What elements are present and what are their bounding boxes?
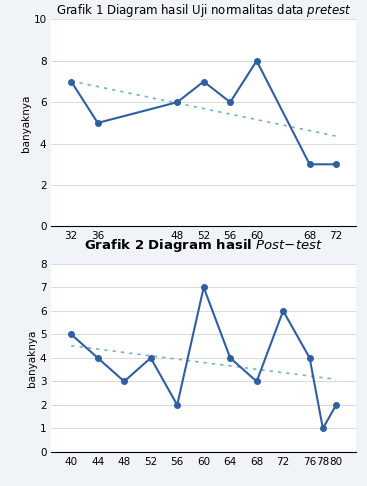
Y-axis label: banyaknya: banyaknya (27, 329, 37, 386)
Title: Grafik 1 Diagram hasil Uji normalitas data $\it{pretest}$: Grafik 1 Diagram hasil Uji normalitas da… (56, 2, 351, 19)
Text: Grafik 2 Diagram hasil $\it{Post\mathit{-}test}$: Grafik 2 Diagram hasil $\it{Post\mathit{… (84, 237, 323, 254)
Y-axis label: banyaknya: banyaknya (21, 94, 30, 152)
